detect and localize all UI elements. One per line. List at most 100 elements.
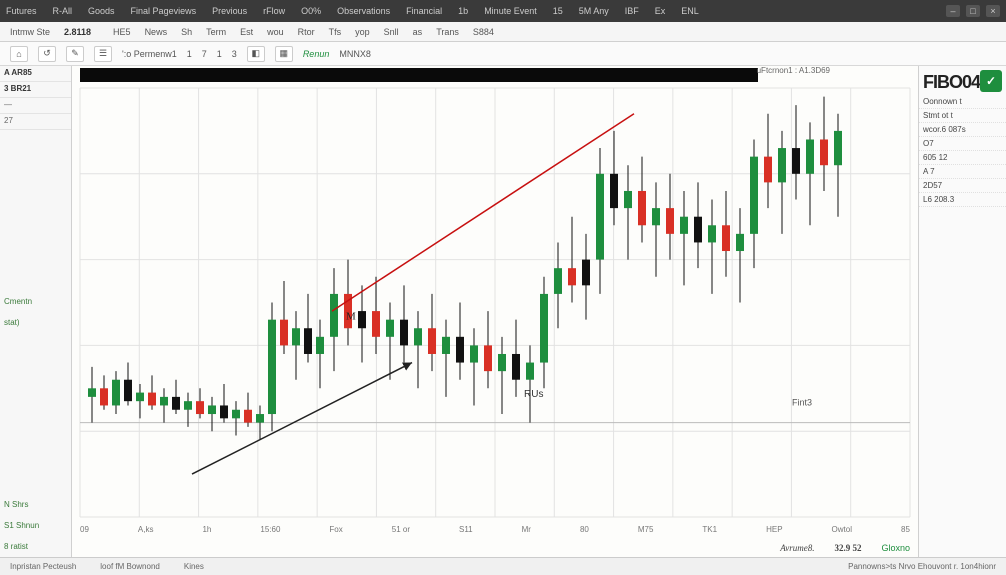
- menubar-item[interactable]: Previous: [212, 6, 247, 16]
- x-axis: 09 A,ks 1h 15:60 Fox 51 or S11 Mr 80 M75…: [80, 525, 910, 539]
- refresh-icon[interactable]: ↺: [38, 46, 56, 62]
- candlestick-chart: M RUs Fint3: [72, 66, 918, 557]
- ribbon-tab[interactable]: yop: [355, 27, 370, 37]
- ribbon-tab[interactable]: Tfs: [329, 27, 342, 37]
- toolbar-last-label[interactable]: MNNX8: [339, 49, 371, 59]
- x-tick: 1h: [202, 525, 211, 539]
- grid-icon[interactable]: ▦: [275, 46, 293, 62]
- ribbon-tab[interactable]: Snll: [384, 27, 399, 37]
- window-controls: – □ ×: [946, 5, 1000, 17]
- x-tick: Fox: [329, 525, 342, 539]
- menubar-item[interactable]: Ex: [655, 6, 666, 16]
- status-mid: loof fM Bownond: [100, 562, 160, 571]
- x-tick: A,ks: [138, 525, 154, 539]
- menubar-item[interactable]: rFlow: [263, 6, 285, 16]
- home-icon[interactable]: ⌂: [10, 46, 28, 62]
- menubar-item[interactable]: Futures: [6, 6, 37, 16]
- svg-text:M: M: [346, 311, 356, 323]
- svg-text:RUs: RUs: [524, 389, 543, 400]
- svg-text:Fint3: Fint3: [792, 397, 812, 407]
- menubar-item[interactable]: Observations: [337, 6, 390, 16]
- right-panel: ✓ FIBO04 Oonnown t Stmt ot t wcor.6 087s…: [918, 66, 1006, 557]
- ribbon-left-label: Intmw Ste: [10, 27, 50, 37]
- bottom-number: 32.9 52: [834, 543, 861, 553]
- toolbar-num[interactable]: 7: [202, 49, 207, 59]
- x-tick: M75: [638, 525, 654, 539]
- menubar-item[interactable]: R-All: [53, 6, 73, 16]
- toolbar-label[interactable]: ':o Permenw1: [122, 49, 177, 59]
- side-label: N Shrs: [0, 494, 71, 515]
- panel-row: 2D57: [919, 179, 1006, 193]
- left-gutter: A AR85 3 BR21 — 27 Cmentn stat) N Shrs S…: [0, 66, 72, 557]
- menubar: Futures R-All Goods Final Pageviews Prev…: [0, 0, 1006, 22]
- ribbon-tab[interactable]: Sh: [181, 27, 192, 37]
- x-tick: Owtol: [832, 525, 852, 539]
- toolbar-green-label[interactable]: Renun: [303, 49, 330, 59]
- x-tick: HEP: [766, 525, 782, 539]
- ribbon-tab[interactable]: News: [145, 27, 168, 37]
- side-label: S1 Shnun: [0, 515, 71, 536]
- menubar-item[interactable]: O0%: [301, 6, 321, 16]
- toolbar: ⌂ ↺ ✎ ☰ ':o Permenw1 1 7 1 3 ◧ ▦ Renun M…: [0, 42, 1006, 66]
- status-far-right: Pannowns>ts Nrvo Ehouvont r. 1on4hionr: [848, 562, 996, 571]
- ribbon-tab[interactable]: Term: [206, 27, 226, 37]
- side-label: 8 ratist: [0, 536, 71, 557]
- gutter-hdr: A AR85: [0, 66, 71, 82]
- ribbon-tab[interactable]: S884: [473, 27, 494, 37]
- panel-row: A 7: [919, 165, 1006, 179]
- minimize-icon[interactable]: –: [946, 5, 960, 17]
- x-tick: 09: [80, 525, 89, 539]
- menubar-item[interactable]: Final Pageviews: [131, 6, 197, 16]
- panel-row: Oonnown t: [919, 95, 1006, 109]
- toolbar-num[interactable]: 1: [217, 49, 222, 59]
- symbol-value: 2.8118: [64, 27, 91, 37]
- y-tick: 27: [0, 114, 71, 130]
- panel-row: L6 208.3: [919, 193, 1006, 207]
- x-tick: 51 or: [392, 525, 410, 539]
- menubar-item[interactable]: 1b: [458, 6, 468, 16]
- close-icon[interactable]: ×: [986, 5, 1000, 17]
- menubar-item[interactable]: Financial: [406, 6, 442, 16]
- menubar-item[interactable]: 15: [553, 6, 563, 16]
- x-tick: S11: [459, 525, 473, 539]
- bottom-script-label: Avrume8.: [780, 543, 814, 553]
- gutter-hdr: 3 BR21: [0, 82, 71, 98]
- menubar-item[interactable]: 5M Any: [579, 6, 609, 16]
- bottom-green-label: Gloxno: [881, 543, 910, 553]
- ribbon-tab[interactable]: wou: [267, 27, 284, 37]
- ribbon-tab[interactable]: HE5: [113, 27, 131, 37]
- x-tick: Mr: [522, 525, 531, 539]
- menubar-item[interactable]: Minute Event: [484, 6, 537, 16]
- panel-row: 605 12: [919, 151, 1006, 165]
- x-tick: 80: [580, 525, 589, 539]
- ribbon-tab[interactable]: Est: [240, 27, 253, 37]
- status-right: Kines: [184, 562, 204, 571]
- maximize-icon[interactable]: □: [966, 5, 980, 17]
- menubar-item[interactable]: ENL: [681, 6, 699, 16]
- workspace: A AR85 3 BR21 — 27 Cmentn stat) N Shrs S…: [0, 66, 1006, 557]
- panel-row: Stmt ot t: [919, 109, 1006, 123]
- panel-row: wcor.6 087s: [919, 123, 1006, 137]
- status-left: Inpristan Pecteush: [10, 562, 76, 571]
- toolbar-num[interactable]: 3: [232, 49, 237, 59]
- x-tick: TK1: [702, 525, 717, 539]
- x-tick: 15:60: [260, 525, 280, 539]
- x-tick: 85: [901, 525, 910, 539]
- edit-icon[interactable]: ✎: [66, 46, 84, 62]
- menubar-item[interactable]: IBF: [625, 6, 639, 16]
- side-label: Cmentn: [0, 291, 71, 312]
- ribbon-tab[interactable]: Rtor: [298, 27, 315, 37]
- panel-icon[interactable]: ◧: [247, 46, 265, 62]
- ribbon-tab[interactable]: as: [413, 27, 423, 37]
- ribbon-tabs: Intmw Ste 2.8118 HE5 News Sh Term Est wo…: [0, 22, 1006, 42]
- ribbon-tab[interactable]: Trans: [436, 27, 459, 37]
- panel-row: O7: [919, 137, 1006, 151]
- x-axis-bottom: Avrume8. 32.9 52 Gloxno: [80, 541, 910, 555]
- menubar-item[interactable]: Goods: [88, 6, 115, 16]
- list-icon[interactable]: ☰: [94, 46, 112, 62]
- connect-badge-icon[interactable]: ✓: [980, 70, 1002, 92]
- status-bar: Inpristan Pecteush loof fM Bownond Kines…: [0, 557, 1006, 575]
- toolbar-num[interactable]: 1: [187, 49, 192, 59]
- chart-area[interactable]: uFtcrnon1 : A1.3D69 MRUsFint3 09 A,ks 1h…: [72, 66, 918, 557]
- side-label: stat): [0, 312, 71, 333]
